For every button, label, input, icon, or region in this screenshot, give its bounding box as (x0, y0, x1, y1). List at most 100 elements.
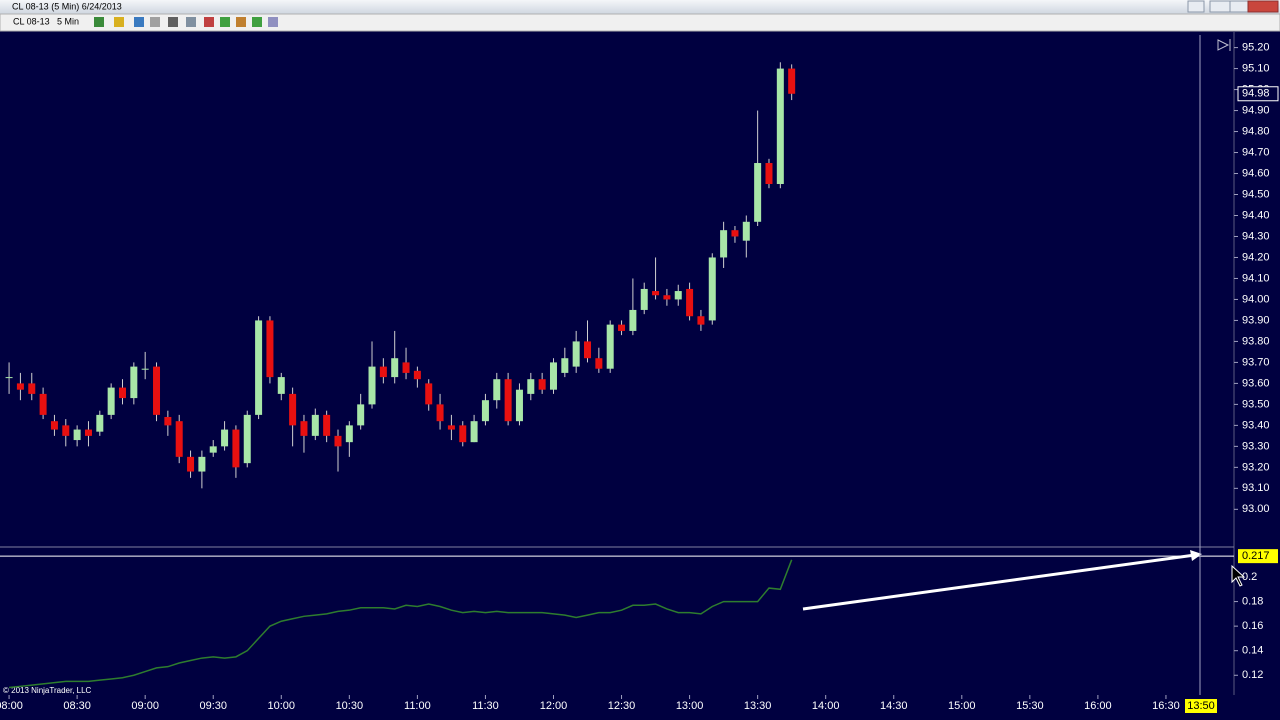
candle-body (255, 320, 263, 415)
y-tick-label: 94.70 (1242, 146, 1270, 158)
candle-body (572, 341, 580, 367)
interval-selector[interactable]: 5 Min (57, 16, 79, 26)
mouse-cursor (1231, 564, 1246, 587)
eraser-icon[interactable] (150, 17, 160, 27)
x-tick-label: 14:30 (880, 700, 908, 712)
candle-body (425, 383, 433, 405)
y-tick-label: 93.10 (1242, 482, 1270, 494)
x-tick-label: 12:00 (540, 700, 568, 712)
y-tick-label: 93.30 (1242, 440, 1270, 452)
candle-body (788, 68, 796, 94)
arrow-head (1190, 550, 1202, 561)
window-title: CL 08-13 (5 Min) 6/24/2013 (12, 1, 122, 11)
candle-body (28, 383, 36, 394)
x-tick-label: 16:00 (1084, 700, 1112, 712)
chart-trader-icon[interactable] (252, 17, 262, 27)
close-button[interactable] (1247, 0, 1279, 13)
x-tick-label: 15:00 (948, 700, 976, 712)
toolbar (0, 13, 1280, 32)
crosshair-time-box (1185, 699, 1217, 713)
scroll-end-icon[interactable] (1217, 39, 1231, 51)
candle-body (345, 425, 353, 443)
candle-body (334, 435, 342, 447)
candle-body (391, 358, 399, 378)
data-box-icon[interactable] (268, 17, 278, 27)
candle-body (221, 429, 229, 447)
candle-body (584, 341, 592, 359)
bar-type-icon[interactable] (94, 17, 104, 27)
zoom-icon[interactable] (186, 17, 196, 27)
candle-body (62, 425, 70, 436)
candle-body (708, 257, 716, 321)
indicators-icon[interactable] (220, 17, 230, 27)
candle-body (640, 288, 648, 310)
x-tick-label: 11:00 (404, 700, 431, 712)
x-tick-label: 14:00 (812, 700, 840, 712)
x-tick-label: 13:00 (676, 700, 704, 712)
title-bar (0, 0, 1280, 14)
crosshair-icon[interactable] (168, 17, 178, 27)
candle-body (538, 379, 546, 390)
candle-body (107, 387, 115, 415)
crosshair-time-label: 13:50 (1187, 700, 1215, 712)
x-tick-label: 15:30 (1016, 700, 1044, 712)
candle-body (175, 421, 183, 457)
y-tick-label: 93.50 (1242, 398, 1270, 410)
y2-tick-label: 0.16 (1242, 620, 1263, 632)
candle-body (266, 320, 274, 378)
candle-body (652, 291, 660, 296)
candle-body (663, 295, 671, 300)
y2-tick-label: 0.2 (1242, 571, 1257, 583)
candle-body (606, 324, 614, 369)
candle-body (232, 429, 240, 468)
draw-icon[interactable] (114, 17, 124, 27)
candle-body (243, 414, 251, 464)
candle-body (153, 366, 161, 415)
y-tick-label: 93.20 (1242, 461, 1270, 473)
restore-button[interactable] (1187, 0, 1205, 13)
x-tick-label: 10:00 (268, 700, 296, 712)
minimize-button[interactable] (1209, 0, 1231, 13)
y-tick-label: 93.80 (1242, 335, 1270, 347)
x-tick-label: 13:30 (744, 700, 772, 712)
y2-tick-label: 0.18 (1242, 595, 1263, 607)
candle-body (96, 414, 104, 432)
properties-icon[interactable] (204, 17, 214, 27)
candle-body (527, 379, 535, 394)
candle-body (549, 362, 557, 390)
maximize-button[interactable] (1229, 0, 1249, 13)
candle-body (618, 324, 626, 331)
pen-icon[interactable] (134, 17, 144, 27)
candle-body (73, 429, 81, 441)
strategies-icon[interactable] (236, 17, 246, 27)
candle-body (493, 379, 501, 401)
candle-body (504, 379, 512, 422)
indicator-line (8, 559, 793, 689)
candle-body (311, 414, 319, 436)
candle-body (459, 425, 467, 443)
x-tick-label: 08:00 (0, 700, 23, 712)
y-tick-label: 94.10 (1242, 272, 1270, 284)
candle-body (379, 366, 387, 378)
candle-body (765, 163, 773, 185)
x-tick-label: 16:30 (1152, 700, 1180, 712)
y2-tick-label: 0.14 (1242, 645, 1263, 657)
toolbar-icons (94, 17, 278, 27)
candle-body (289, 393, 297, 426)
y-tick-label: 94.40 (1242, 209, 1270, 221)
x-tick-label: 08:30 (63, 700, 91, 712)
x-tick-label: 12:30 (608, 700, 636, 712)
candle-body (742, 221, 750, 241)
y-tick-label: 95.20 (1242, 41, 1270, 53)
y-tick-label: 94.00 (1242, 293, 1270, 305)
candle-body (39, 393, 47, 415)
candle-body (118, 387, 126, 399)
candle-body (595, 358, 603, 369)
candle-body (84, 429, 92, 436)
instrument-selector[interactable]: CL 08-13 (13, 16, 50, 26)
candle-body (697, 316, 705, 325)
candle-body (561, 358, 569, 373)
last-price-box (1237, 86, 1279, 102)
